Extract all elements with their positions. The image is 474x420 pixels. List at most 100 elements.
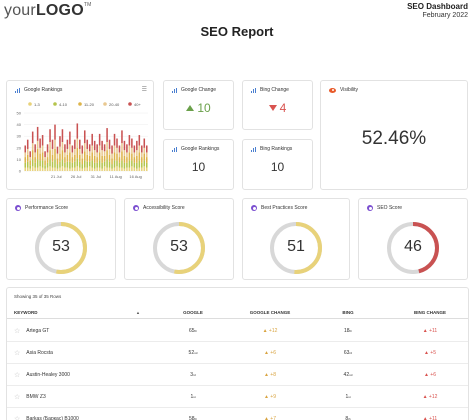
col-bing[interactable]: BING xyxy=(342,310,354,315)
bar-segment xyxy=(141,152,143,158)
options-icon[interactable]: ☰ xyxy=(141,87,147,93)
col-keyword[interactable]: KEYWORD xyxy=(14,310,38,315)
keyword-text: Austin-Healey 3000 xyxy=(26,371,70,378)
bar-segment xyxy=(36,126,39,141)
table-header: KEYWORD ▲ GOOGLE GOOGLE CHANGE BING BING… xyxy=(7,307,468,319)
bar-segment xyxy=(44,151,46,158)
bar-segment xyxy=(66,148,69,155)
bar-segment xyxy=(56,158,59,165)
rank-ordinal: rd xyxy=(193,372,196,377)
star-icon[interactable]: ☆ xyxy=(14,327,21,335)
score-title: Performance Score xyxy=(25,205,69,211)
col-google-change[interactable]: GOOGLE CHANGE xyxy=(249,310,291,315)
bar-segment xyxy=(91,167,93,171)
change-value: ▲ +8 xyxy=(263,371,277,378)
bar-segment xyxy=(34,152,36,158)
bar-segment xyxy=(126,162,128,168)
bar-segment xyxy=(44,160,46,166)
y-tick-label: 20 xyxy=(17,145,22,150)
y-tick-label: 50 xyxy=(17,111,22,116)
rank-ordinal: th xyxy=(348,416,351,420)
bar-segment xyxy=(56,146,59,154)
bar-segment xyxy=(143,160,146,167)
rank-value: 18 xyxy=(343,327,350,334)
bar-segment xyxy=(88,166,91,171)
legend-label: 40+ xyxy=(134,102,141,107)
bar-segment xyxy=(118,167,121,171)
rank-ordinal: st xyxy=(193,394,196,399)
bar-segment xyxy=(44,157,46,161)
bar-segment xyxy=(61,159,64,167)
bar-segment xyxy=(64,167,66,171)
bar-segment xyxy=(91,152,93,161)
bar-segment xyxy=(59,167,61,171)
chart-title: Google Rankings xyxy=(24,87,63,93)
bar-segment xyxy=(66,154,69,162)
sort-asc-icon[interactable]: ▲ xyxy=(136,310,140,315)
bar-segment xyxy=(71,162,74,168)
bar-segment xyxy=(24,162,27,168)
bar-segment xyxy=(121,167,123,171)
bar-segment xyxy=(76,158,79,167)
bar-segment xyxy=(49,150,51,160)
bar-segment xyxy=(108,154,111,162)
bar-segment xyxy=(116,166,118,171)
rank-ordinal: th xyxy=(194,416,198,420)
kpi-value-row: 10 xyxy=(164,101,233,115)
kpi-title: Bing Change xyxy=(260,87,289,93)
bar-segment xyxy=(24,145,27,153)
col-google[interactable]: GOOGLE xyxy=(183,310,203,315)
bar-segment xyxy=(143,138,146,148)
bar-segment xyxy=(51,148,54,155)
bar-segment xyxy=(64,144,66,153)
bar-segment xyxy=(26,139,29,149)
bar-segment xyxy=(39,138,41,148)
col-bing-change[interactable]: BING CHANGE xyxy=(413,310,446,315)
google-change-cell: ▲ +7 xyxy=(248,408,292,420)
bar-segment xyxy=(116,160,118,167)
bar-segment xyxy=(141,145,143,153)
star-icon[interactable]: ☆ xyxy=(14,415,21,420)
bar-segment xyxy=(131,138,133,148)
bar-segment xyxy=(41,152,44,161)
star-icon[interactable]: ☆ xyxy=(14,349,21,357)
bar-segment xyxy=(86,161,89,168)
bar-segment xyxy=(31,166,34,171)
bar-segment xyxy=(39,160,41,167)
bar-segment xyxy=(113,152,116,161)
bar-segment xyxy=(141,162,143,168)
bar-segment xyxy=(59,136,61,147)
logo-text-light: your xyxy=(4,2,36,19)
gauge-fill xyxy=(153,222,205,274)
bar-segment xyxy=(29,165,31,169)
star-icon[interactable]: ☆ xyxy=(14,393,21,401)
bar-segment xyxy=(103,155,106,162)
bar-chart-icon xyxy=(251,87,256,93)
bar-segment xyxy=(34,157,36,163)
bar-segment xyxy=(123,140,126,151)
bar-segment xyxy=(111,145,113,154)
bar-segment xyxy=(118,152,121,158)
bar-segment xyxy=(31,159,34,167)
bar-segment xyxy=(96,162,98,168)
bar-segment xyxy=(71,167,74,171)
keyword-text: Asia Rocsta xyxy=(26,349,53,356)
bar-segment xyxy=(106,159,108,168)
bar-segment xyxy=(76,147,79,159)
bar-segment xyxy=(54,159,56,168)
bar-segment xyxy=(54,124,56,140)
bar-segment xyxy=(69,161,71,169)
bar-segment xyxy=(66,161,69,168)
bar-segment xyxy=(145,157,148,163)
star-icon[interactable]: ☆ xyxy=(14,371,21,379)
change-value: ▲ +6 xyxy=(423,371,437,378)
bar-segment xyxy=(71,145,74,153)
bar-segment xyxy=(59,146,61,154)
bar-segment xyxy=(121,160,123,168)
bar-segment xyxy=(29,160,31,166)
